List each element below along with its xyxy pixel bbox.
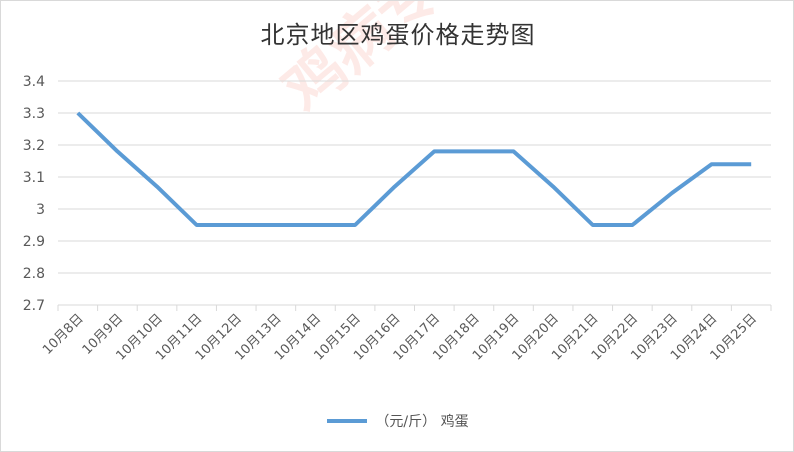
y-tick-label: 2.8 <box>23 266 45 282</box>
y-tick-label: 2.9 <box>23 234 45 250</box>
legend: （元/斤） 鸡蛋 <box>1 411 793 431</box>
y-tick-label: 3.1 <box>23 170 45 186</box>
y-tick-label: 3.4 <box>23 74 45 90</box>
chart-title: 北京地区鸡蛋价格走势图 <box>260 21 536 49</box>
y-tick-label: 2.7 <box>23 298 45 314</box>
legend-label: （元/斤） 鸡蛋 <box>375 414 469 430</box>
legend-swatch <box>327 419 368 423</box>
y-tick-label: 3 <box>36 202 45 218</box>
y-tick-label: 3.3 <box>23 106 45 122</box>
x-tick-label: 10月8日 <box>40 311 87 358</box>
series-line <box>76 111 752 227</box>
y-tick-label: 3.2 <box>23 138 45 154</box>
